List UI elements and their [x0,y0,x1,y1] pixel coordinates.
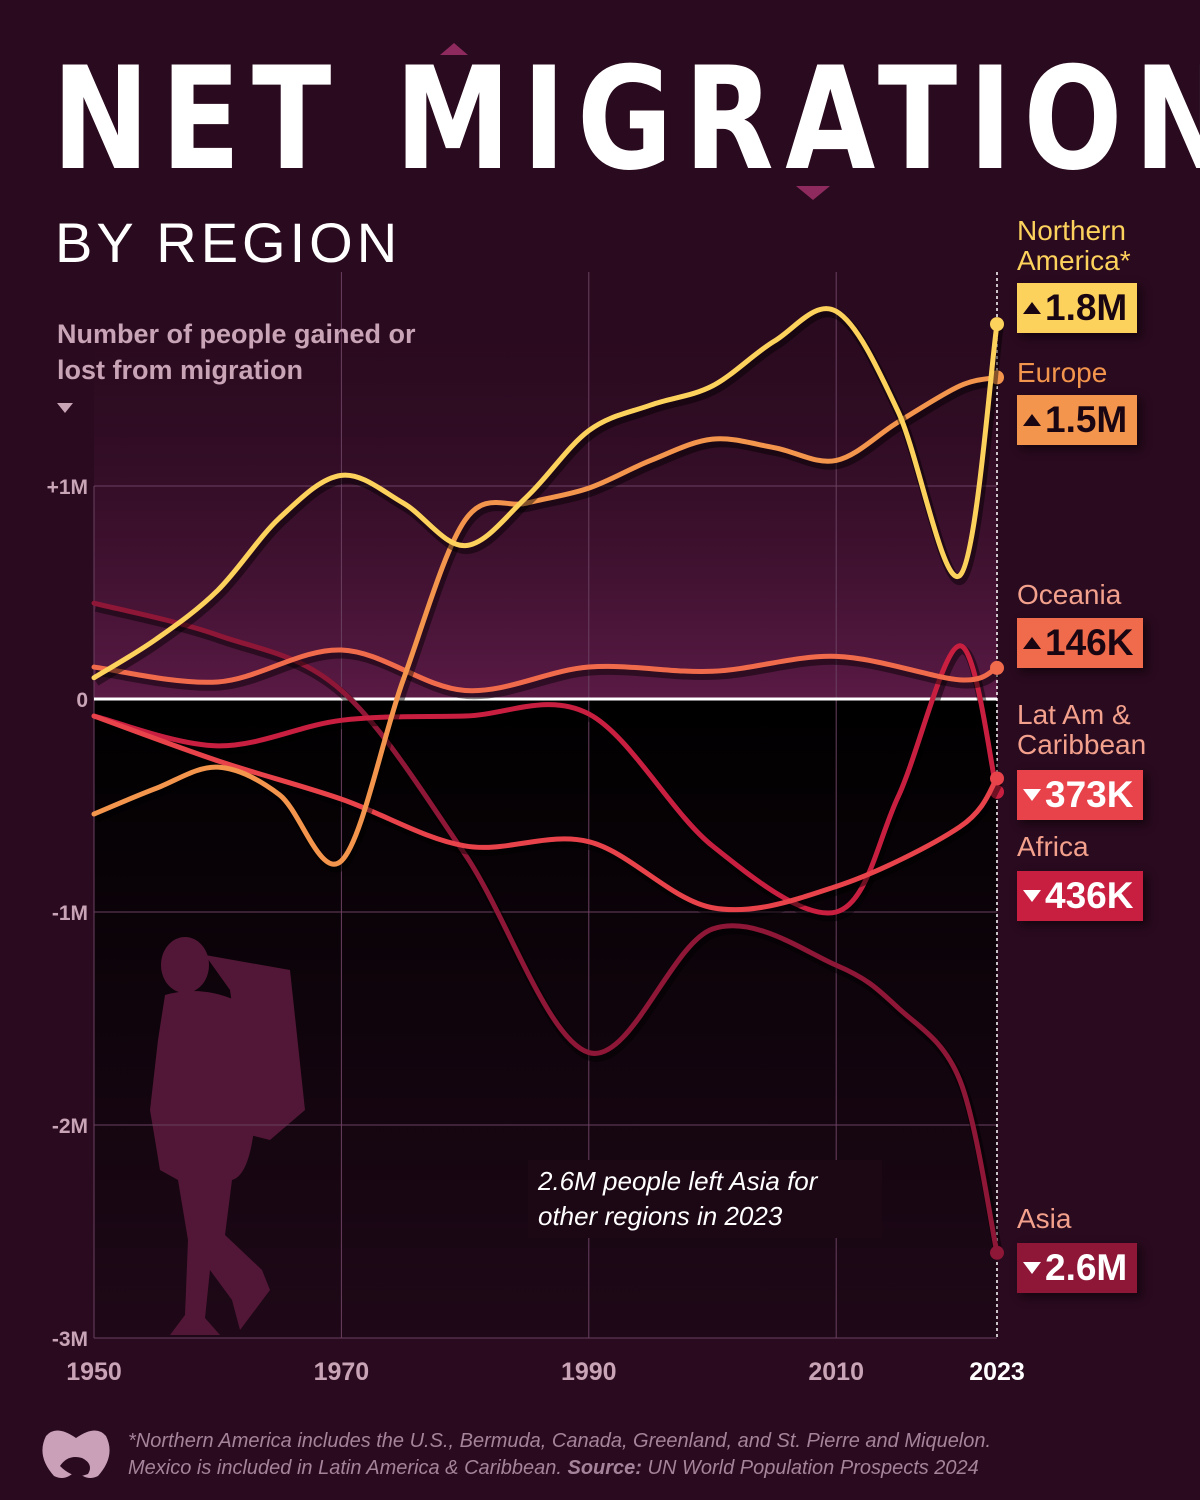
series-line-europe [91,374,1000,867]
footnote-line2: Mexico is included in Latin America & Ca… [128,1455,991,1482]
triangle-down-icon [1023,789,1041,801]
x-tick-label: 2023 [969,1358,1025,1386]
y-tick-label: -2M [52,1115,88,1138]
end-point-asia [990,1245,1004,1260]
y-tick-label: -3M [52,1328,88,1351]
y-tick-label: +1M [47,476,88,499]
end-value: 1.5M [1045,399,1128,440]
end-point-oceania [990,660,1004,675]
triangle-up-icon [1023,302,1041,314]
series-line-northern-america [91,306,1000,681]
hiker-silhouette-icon [150,937,305,1335]
end-value: 436K [1045,875,1134,916]
end-point-northern-america [990,317,1004,332]
footnote-text: Mexico is included in Latin America & Ca… [128,1457,562,1479]
page-title: NET MIGRATION [52,37,1200,202]
end-value: 373K [1045,774,1134,815]
y-tick-label: -1M [52,902,88,925]
series-label-line: Oceania [1017,579,1122,610]
source-label: Source: [567,1457,642,1479]
series-label-line: Caribbean [1017,729,1147,760]
source-text: UN World Population Prospects 2024 [647,1457,979,1479]
asia-annotation: 2.6M people left Asia for other regions … [528,1160,882,1238]
end-value: 1.8M [1045,287,1128,328]
x-tick-label: 1990 [561,1358,617,1386]
end-value-badge: 146K [1017,618,1144,668]
series-label-line: Africa [1017,831,1089,862]
x-tick-label: 2010 [808,1358,864,1386]
end-value-badge: 1.8M [1017,283,1138,333]
triangle-up-icon [1023,637,1041,649]
decorative-down-arrow [796,186,830,200]
triangle-up-icon [1023,414,1041,426]
end-point-lat-am-caribbean [990,771,1004,786]
series-label: Oceania [1017,580,1121,610]
end-value-badge: 1.5M [1017,395,1138,445]
x-tick-label: 1950 [66,1358,122,1386]
triangle-down-icon [1023,890,1041,902]
series-label-line: Europe [1017,357,1108,388]
series-label-line: Northern [1017,215,1126,246]
footnote: *Northern America includes the U.S., Ber… [128,1428,991,1482]
footnote-line1: *Northern America includes the U.S., Ber… [128,1430,992,1452]
end-value-badge: 373K [1017,770,1144,820]
series-label: Africa [1017,832,1089,862]
y-tick-label: 0 [76,689,88,712]
series-label: Northern America* [1017,216,1131,276]
series-label-line: America* [1017,245,1131,276]
series-label-line: Asia [1017,1203,1072,1234]
series-shadow-oceania [95,649,1002,700]
series-line-lat-am-caribbean [91,713,1000,913]
page-subtitle: BY REGION [55,211,402,274]
end-value-badge: 2.6M [1017,1243,1138,1293]
end-value-badge: 436K [1017,871,1144,921]
series-line-africa [91,643,1000,916]
series-label-line: Lat Am & [1017,699,1131,730]
triangle-down-icon [1023,1262,1041,1274]
series-label: Asia [1017,1204,1071,1234]
end-value: 2.6M [1045,1247,1128,1288]
visual-capitalist-logo-icon [42,1430,110,1478]
series-label: Europe [1017,358,1107,388]
y-axis-description: Number of people gained or lost from mig… [57,319,416,385]
decorative-up-arrow [440,43,468,55]
triangle-down-icon [57,403,73,413]
series-label: Lat Am & Caribbean [1017,700,1146,760]
end-value: 146K [1045,622,1134,663]
series-line-oceania [91,647,1000,694]
x-tick-label: 1970 [314,1358,370,1386]
